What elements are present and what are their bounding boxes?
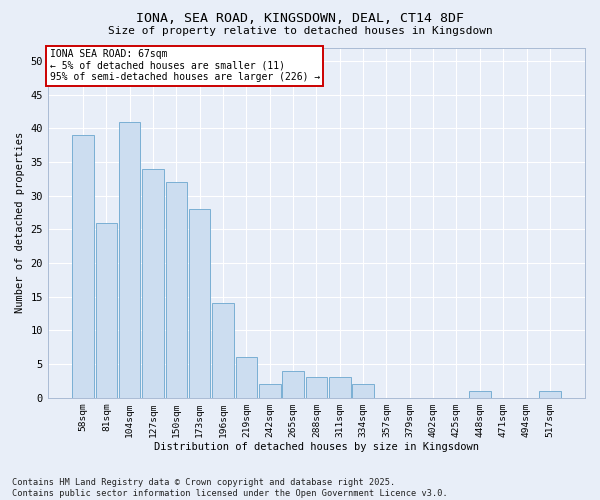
Text: IONA SEA ROAD: 67sqm
← 5% of detached houses are smaller (11)
95% of semi-detach: IONA SEA ROAD: 67sqm ← 5% of detached ho… <box>50 50 320 82</box>
Bar <box>73 135 94 398</box>
Bar <box>142 168 164 398</box>
Bar <box>119 122 140 398</box>
Bar <box>329 378 350 398</box>
Bar <box>236 357 257 398</box>
Text: IONA, SEA ROAD, KINGSDOWN, DEAL, CT14 8DF: IONA, SEA ROAD, KINGSDOWN, DEAL, CT14 8D… <box>136 12 464 26</box>
Bar <box>539 391 560 398</box>
Bar <box>352 384 374 398</box>
Bar <box>166 182 187 398</box>
Bar <box>212 304 234 398</box>
Bar <box>95 222 117 398</box>
Bar <box>306 378 327 398</box>
Bar <box>189 209 211 398</box>
Y-axis label: Number of detached properties: Number of detached properties <box>15 132 25 313</box>
X-axis label: Distribution of detached houses by size in Kingsdown: Distribution of detached houses by size … <box>154 442 479 452</box>
Bar <box>469 391 491 398</box>
Bar <box>283 370 304 398</box>
Text: Size of property relative to detached houses in Kingsdown: Size of property relative to detached ho… <box>107 26 493 36</box>
Bar <box>259 384 281 398</box>
Text: Contains HM Land Registry data © Crown copyright and database right 2025.
Contai: Contains HM Land Registry data © Crown c… <box>12 478 448 498</box>
